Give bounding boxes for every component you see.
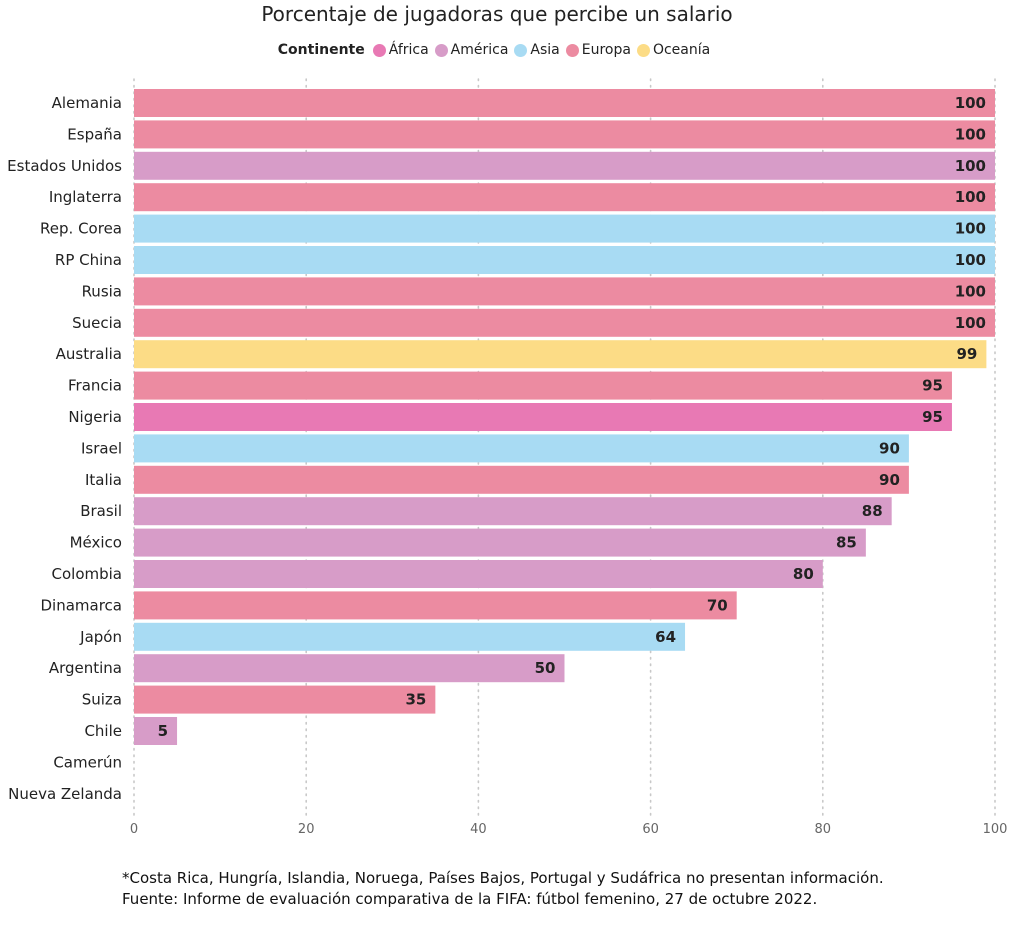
- bar: [134, 246, 995, 274]
- value-label: 100: [955, 282, 986, 300]
- category-label: Israel: [81, 439, 122, 457]
- x-tick-label: 20: [298, 822, 315, 837]
- value-label: 50: [535, 659, 556, 677]
- bar: [134, 371, 952, 400]
- legend-swatch-america: [434, 43, 448, 57]
- category-label: Italia: [85, 471, 122, 489]
- category-label: Suecia: [72, 314, 122, 332]
- legend-label-europa: Europa: [581, 42, 631, 58]
- value-label: 100: [955, 188, 986, 206]
- value-label: 88: [862, 502, 883, 520]
- x-tick-label: 100: [983, 822, 1008, 837]
- value-label: 100: [955, 220, 986, 238]
- legend-label-oceania: Oceanía: [652, 42, 711, 58]
- chart-title: Porcentaje de jugadoras que percibe un s…: [261, 2, 733, 26]
- legend-label-america: América: [450, 42, 509, 58]
- value-label: 95: [922, 408, 943, 426]
- category-label: Dinamarca: [41, 596, 123, 614]
- category-label: Chile: [84, 722, 122, 740]
- value-label: 85: [836, 534, 857, 552]
- value-label: 80: [793, 565, 814, 583]
- x-tick-label: 80: [815, 822, 832, 837]
- bar: [134, 685, 436, 714]
- bar: [134, 183, 995, 212]
- x-tick-label: 40: [470, 822, 487, 837]
- bar: [134, 214, 995, 243]
- category-label: Australia: [56, 345, 122, 363]
- footnote-source: Fuente: Informe de evaluación comparativ…: [122, 890, 818, 908]
- bar: [134, 403, 952, 431]
- category-label: RP China: [55, 251, 122, 269]
- legend-label-africa: África: [388, 42, 429, 58]
- category-label: Brasil: [80, 502, 122, 520]
- category-label: Suiza: [82, 691, 122, 709]
- value-label: 100: [955, 94, 986, 112]
- category-label: Estados Unidos: [7, 157, 122, 175]
- category-label: Camerún: [53, 753, 122, 771]
- bar: [134, 340, 987, 369]
- bar: [134, 528, 866, 557]
- bar: [134, 434, 909, 463]
- legend-item-asia: Asia: [514, 42, 560, 58]
- bar: [134, 591, 737, 620]
- legend-swatch-oceania: [636, 43, 650, 57]
- value-label: 90: [879, 471, 900, 489]
- bar: [134, 308, 995, 337]
- category-label: España: [67, 125, 122, 143]
- bar: [134, 120, 995, 149]
- category-label: Rusia: [82, 282, 122, 300]
- value-label: 100: [955, 125, 986, 143]
- category-label: Japón: [79, 628, 122, 646]
- category-label: Rep. Corea: [40, 220, 122, 238]
- value-label: 35: [405, 691, 426, 709]
- bar: [134, 89, 995, 117]
- value-label: 100: [955, 251, 986, 269]
- bar: [134, 277, 995, 306]
- category-label: Colombia: [52, 565, 123, 583]
- value-label: 95: [922, 377, 943, 395]
- value-label: 90: [879, 439, 900, 457]
- value-label: 5: [158, 722, 168, 740]
- bar: [134, 465, 909, 494]
- x-tick-label: 60: [642, 822, 659, 837]
- category-label: Nueva Zelanda: [8, 785, 122, 803]
- legend-label-asia: Asia: [530, 42, 560, 58]
- footnote: *Costa Rica, Hungría, Islandia, Noruega,…: [122, 868, 884, 910]
- bar-chart: 0 20 40 60 80 100 Alemania 100 España 100 Estados …: [7, 78, 1008, 837]
- bar: [134, 560, 823, 588]
- category-label: Argentina: [49, 659, 122, 677]
- footnote-note: *Costa Rica, Hungría, Islandia, Noruega,…: [122, 869, 884, 887]
- legend-swatch-asia: [514, 43, 528, 57]
- value-label: 99: [957, 345, 978, 363]
- legend: Continente África América Asia Europa Oc…: [0, 42, 994, 58]
- legend-title: Continente: [277, 42, 365, 58]
- bar: [134, 717, 178, 745]
- value-label: 70: [707, 596, 728, 614]
- value-label: 100: [955, 157, 986, 175]
- category-label: Francia: [68, 377, 122, 395]
- bar: [134, 151, 995, 180]
- legend-item-africa: África: [372, 42, 429, 58]
- legend-swatch-europa: [565, 43, 579, 57]
- value-label: 100: [955, 314, 986, 332]
- legend-item-europa: Europa: [565, 42, 631, 58]
- legend-item-oceania: Oceanía: [636, 42, 711, 58]
- category-label: Nigeria: [68, 408, 122, 426]
- bar: [134, 654, 565, 683]
- value-label: 64: [655, 628, 676, 646]
- legend-item-america: América: [434, 42, 509, 58]
- category-label: Alemania: [52, 94, 122, 112]
- bar: [134, 622, 686, 651]
- bar: [134, 497, 892, 526]
- legend-swatch-africa: [372, 43, 386, 57]
- category-label: Inglaterra: [49, 188, 122, 206]
- x-tick-label: 0: [130, 822, 138, 837]
- category-label: México: [70, 534, 122, 552]
